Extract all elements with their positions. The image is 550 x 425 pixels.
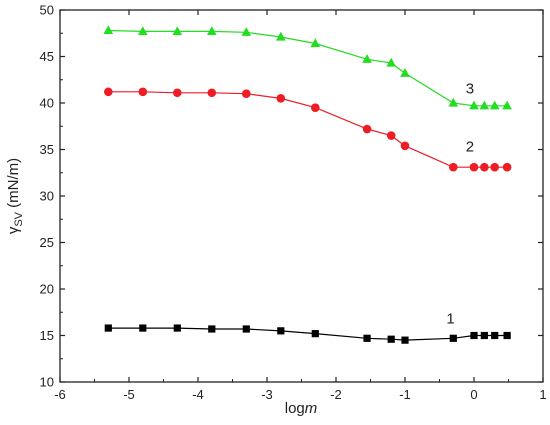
data-point (502, 162, 512, 172)
series-line (108, 91, 508, 168)
y-axis-title-main: γ (5, 226, 22, 234)
data-point (480, 162, 489, 172)
data-point (276, 31, 286, 41)
data-point (491, 331, 499, 340)
y-axis-title: γSV (mN/m) (5, 158, 25, 234)
plot-frame (59, 9, 544, 383)
x-axis: -6 -5 -4 -3 -2 -1 0 1 (54, 10, 547, 402)
data-point (277, 327, 285, 335)
data-point (479, 100, 490, 110)
x-tick-label: 1 (539, 387, 546, 402)
data-point (469, 162, 479, 172)
x-axis-title-italic: m (305, 400, 318, 417)
data-point (207, 26, 217, 35)
data-point (242, 325, 250, 333)
annotation-layer: 1 2 3 (446, 81, 474, 328)
x-tick-label: -4 (192, 387, 204, 402)
x-axis-title-main: log (285, 400, 305, 417)
data-point (104, 324, 112, 332)
data-point (103, 25, 114, 35)
y-tick-label: 20 (40, 282, 54, 297)
series-annotation: 3 (466, 81, 474, 98)
data-point (208, 325, 216, 333)
data-point (449, 334, 457, 342)
data-point (470, 331, 478, 340)
data-point (172, 26, 183, 35)
data-point (449, 162, 458, 172)
y-tick-label: 30 (40, 189, 54, 204)
data-point (138, 87, 148, 97)
data-point (138, 26, 148, 35)
series-line (108, 327, 508, 341)
data-point (387, 335, 395, 343)
y-tick-label: 10 (40, 375, 54, 390)
y-tick-label: 15 (40, 328, 54, 343)
data-point (276, 94, 286, 103)
data-point (207, 88, 217, 98)
data-point (310, 38, 321, 48)
series-line (108, 29, 508, 107)
y-tick-label: 25 (40, 235, 54, 250)
data-point (448, 97, 459, 107)
y-axis-title-unit: (mN/m) (5, 158, 22, 212)
data-point (173, 324, 181, 332)
data-point (173, 88, 182, 98)
data-point (400, 68, 410, 77)
data-point (401, 336, 409, 344)
series-3 (103, 25, 512, 110)
x-tick-label: 0 (470, 387, 477, 402)
x-tick-label: -2 (330, 387, 342, 402)
data-point (469, 100, 479, 110)
series-1 (104, 324, 511, 344)
x-tick-label: -3 (261, 387, 273, 402)
data-point (489, 100, 500, 110)
data-point (242, 89, 251, 98)
x-tick-label: -6 (54, 387, 66, 402)
data-point (311, 330, 319, 338)
data-point (490, 162, 500, 172)
series-2 (104, 87, 512, 172)
data-point (502, 100, 512, 110)
data-point (386, 131, 396, 140)
y-tick-label: 35 (40, 142, 54, 157)
y-tick-label: 50 (40, 3, 54, 18)
y-axis: 10 15 20 25 30 35 40 45 50 (40, 3, 543, 390)
data-point (480, 331, 488, 340)
x-axis-title: logm (285, 400, 318, 417)
x-tick-label: -1 (399, 387, 411, 402)
data-point (362, 54, 372, 63)
x-tick-label: -5 (123, 387, 135, 402)
data-point (311, 103, 320, 112)
series-annotation: 1 (446, 310, 454, 327)
y-axis-title-sub: SV (13, 211, 25, 226)
data-point (241, 27, 252, 36)
data-point (400, 141, 410, 151)
series-layer (103, 25, 512, 344)
data-point (139, 324, 147, 332)
y-tick-label: 45 (40, 49, 54, 64)
data-point (363, 334, 371, 342)
series-annotation: 2 (466, 138, 474, 155)
data-point (362, 124, 372, 134)
y-tick-label: 40 (40, 96, 54, 111)
data-point (104, 87, 113, 97)
data-point (503, 331, 511, 340)
data-point (386, 57, 396, 67)
